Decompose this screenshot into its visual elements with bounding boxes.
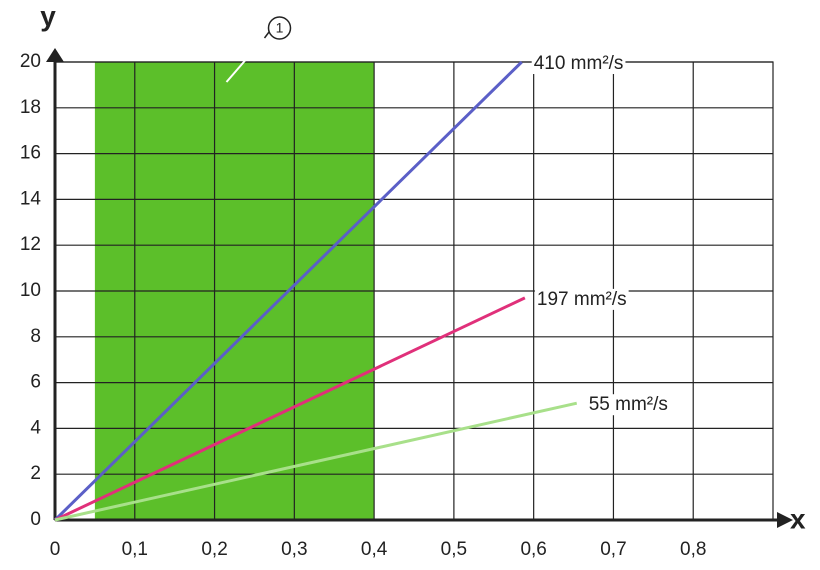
series-line <box>53 60 523 522</box>
y-tick-label: 8 <box>30 326 41 347</box>
y-tick-label: 10 <box>20 280 41 301</box>
y-tick-label: 18 <box>20 97 41 118</box>
series-line <box>54 401 578 522</box>
series-label-bg <box>586 394 670 416</box>
y-tick-label: 12 <box>20 234 41 255</box>
annotation-circle <box>267 16 292 40</box>
x-tick-label: 0,3 <box>281 539 307 560</box>
y-tick-label: 20 <box>20 51 41 72</box>
x-tick-label: 0 <box>50 539 61 560</box>
y-axis-label: y <box>40 0 56 31</box>
y-tick-label: 16 <box>20 143 41 164</box>
y-tick-label: 6 <box>30 372 41 393</box>
series-line <box>54 296 526 522</box>
x-axis-arrow <box>777 512 793 528</box>
x-axis-label: x <box>790 503 806 534</box>
series-label-bg <box>534 288 629 310</box>
x-tick-label: 0,2 <box>201 539 227 560</box>
y-tick-label: 14 <box>20 188 42 209</box>
series-label: 55 mm²/s <box>589 394 668 415</box>
series-label: 410 mm²/s <box>534 53 624 74</box>
y-tick-label: 4 <box>30 417 41 438</box>
series-label: 197 mm²/s <box>537 289 627 310</box>
x-tick-label: 0,8 <box>680 539 706 560</box>
annotation-leader <box>225 37 266 83</box>
x-tick-label: 0,4 <box>361 539 388 560</box>
series-label-bg <box>531 53 626 75</box>
x-tick-label: 0,5 <box>441 539 467 560</box>
x-tick-label: 0,7 <box>600 539 626 560</box>
x-tick-label: 0,6 <box>520 539 546 560</box>
x-tick-label: 0,1 <box>122 539 148 560</box>
annotation-label: 1 <box>276 20 284 36</box>
y-tick-label: 0 <box>30 509 41 530</box>
y-tick-label: 2 <box>30 463 41 484</box>
y-axis-arrow <box>46 48 64 62</box>
